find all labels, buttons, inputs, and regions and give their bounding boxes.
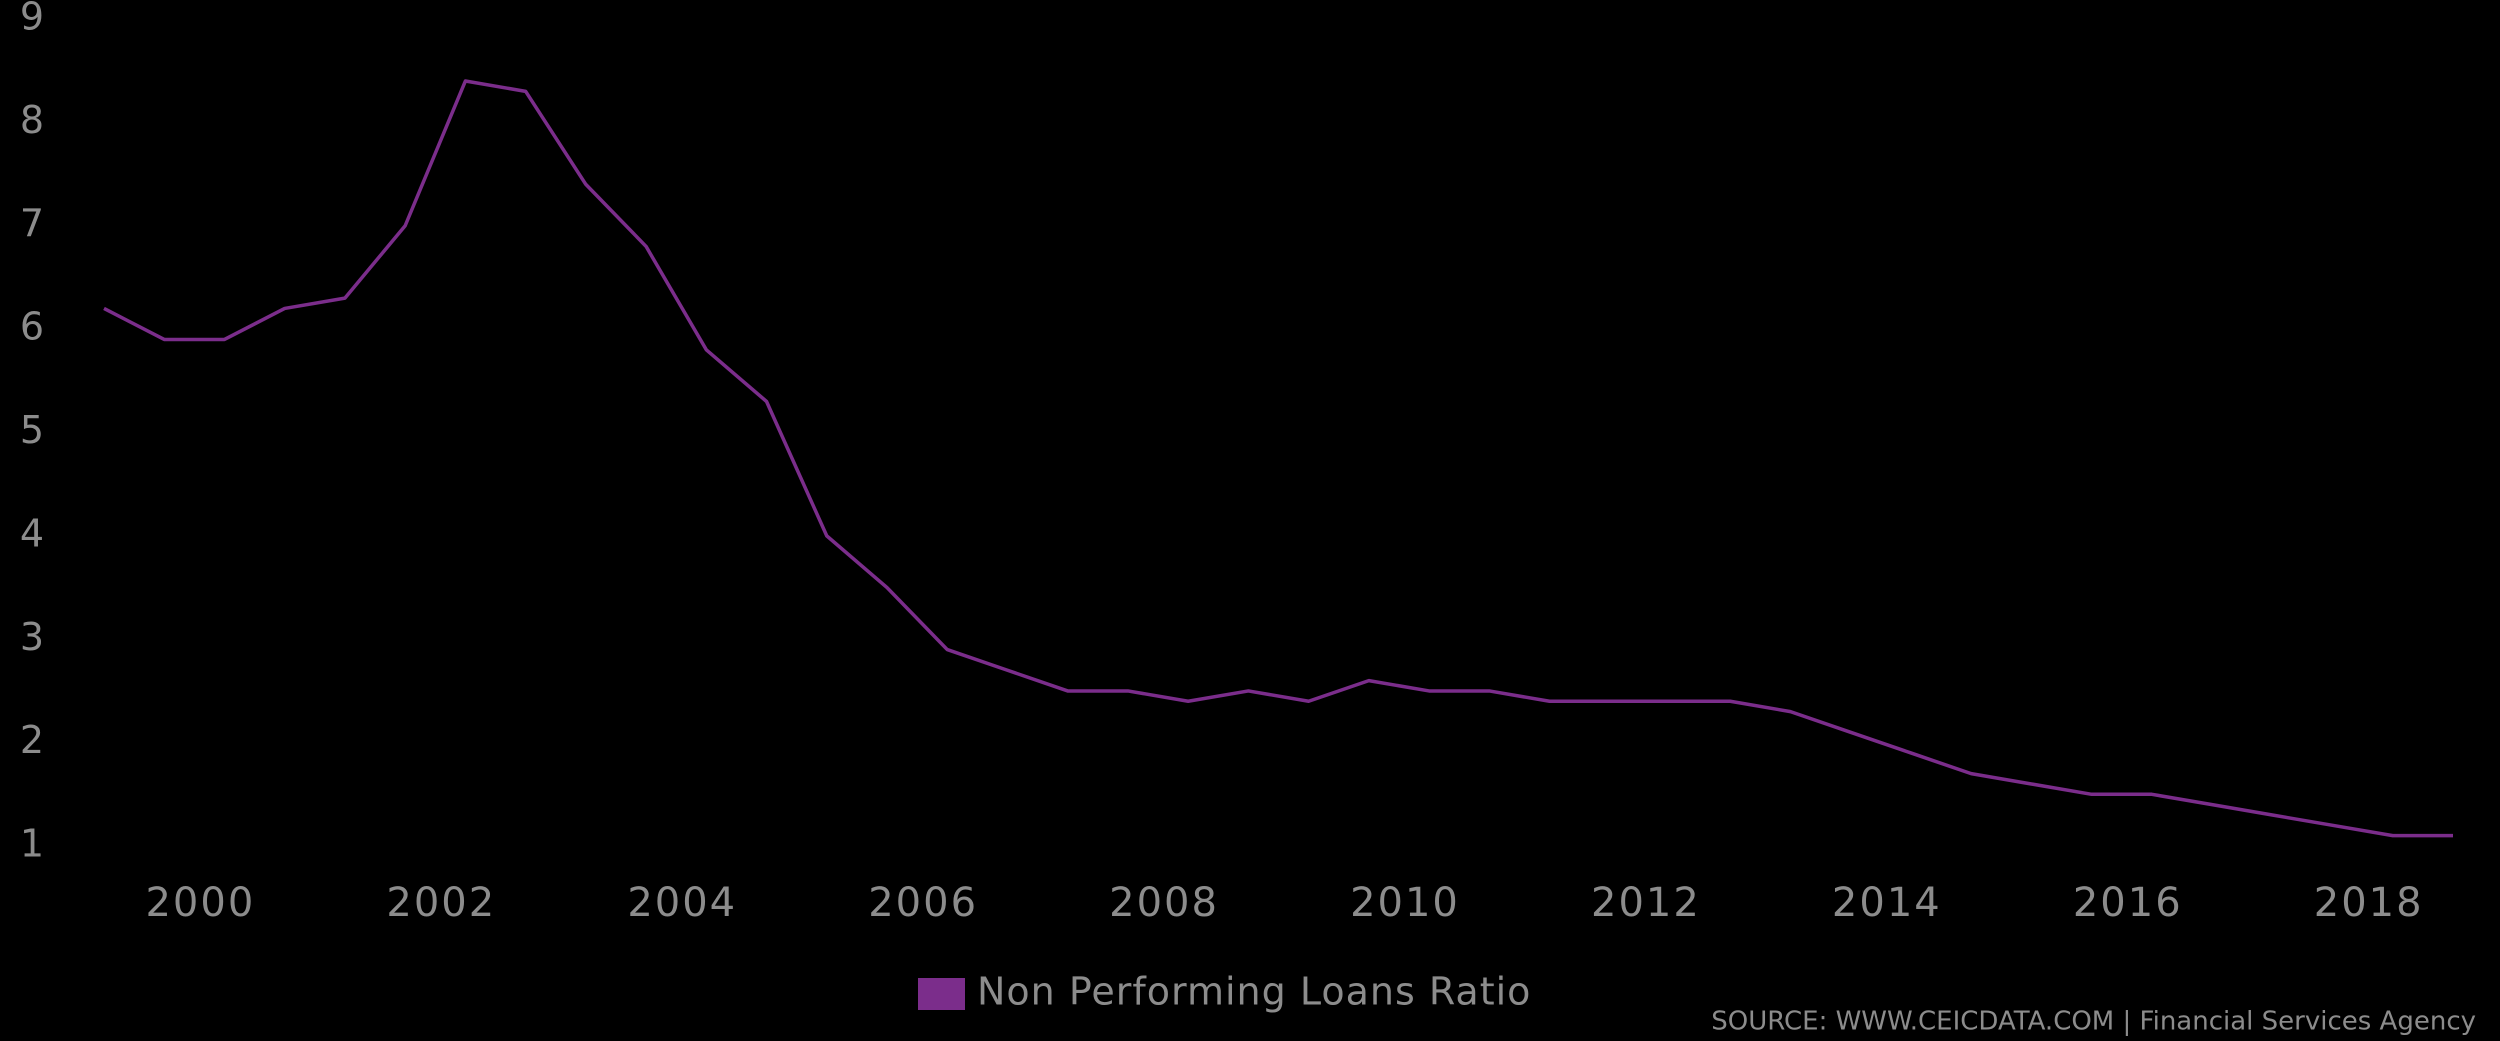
y-tick-label: 4 (20, 511, 44, 555)
x-tick-label: 2008 (1109, 880, 1219, 926)
x-tick-label: 2010 (1350, 880, 1460, 926)
x-tick-label: 2014 (1832, 880, 1942, 926)
y-tick-label: 8 (20, 98, 44, 142)
y-tick-label: 5 (20, 408, 44, 452)
y-tick-label: 3 (20, 615, 44, 659)
y-tick-label: 7 (20, 201, 44, 245)
legend-swatch (918, 978, 965, 1010)
y-tick-label: 1 (20, 822, 44, 866)
x-tick-label: 2000 (145, 880, 255, 926)
y-tick-label: 2 (20, 718, 44, 762)
x-tick-label: 2006 (868, 880, 978, 926)
legend-label: Non Performing Loans Ratio (977, 970, 1531, 1014)
x-tick-label: 2002 (386, 880, 496, 926)
source-note: SOURCE: WWW.CEICDATA.COM | Financial Ser… (1711, 1007, 2476, 1037)
x-tick-label: 2016 (2073, 880, 2183, 926)
x-tick-label: 2012 (1591, 880, 1701, 926)
x-tick-label: 2018 (2314, 880, 2424, 926)
y-tick-label: 6 (20, 305, 44, 349)
y-tick-label: 9 (20, 0, 44, 39)
data-line (103, 79, 2453, 838)
x-tick-label: 2004 (627, 880, 737, 926)
